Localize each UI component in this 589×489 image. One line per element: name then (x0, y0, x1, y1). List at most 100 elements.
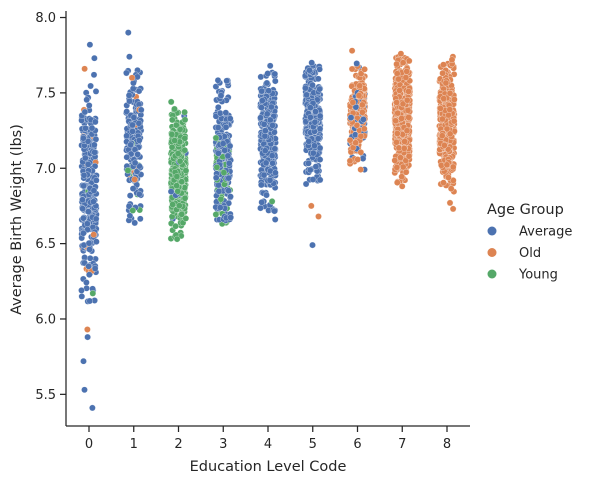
data-point-average (347, 114, 355, 121)
data-point-average (134, 73, 141, 81)
data-point-average (79, 196, 86, 204)
legend-label: Young (518, 268, 558, 283)
data-point-old (391, 157, 399, 164)
data-point-young (213, 164, 221, 171)
data-point-average (302, 180, 310, 188)
data-point-average (126, 53, 133, 60)
data-point-young (168, 213, 176, 220)
data-point-young (124, 167, 132, 174)
x-tick-label: 2 (174, 437, 182, 452)
data-point-average (309, 176, 317, 183)
data-point-young (174, 188, 182, 195)
data-point-average (360, 116, 367, 123)
data-point-old (449, 163, 457, 171)
data-point-young (176, 126, 184, 133)
data-point-average (130, 114, 138, 121)
data-point-average (224, 152, 232, 160)
data-point-average (135, 87, 143, 95)
data-point-young (181, 108, 188, 116)
data-point-average (314, 135, 322, 142)
axes: 5.5 6.0 6.5 7.0 7.5 8.0 0 1 2 3 4 5 6 7 8 Education L… (9, 11, 470, 475)
data-point-average (215, 150, 222, 157)
data-point-old (440, 95, 447, 102)
data-point-old (81, 65, 88, 73)
data-point-average (316, 156, 324, 163)
data-point-average (263, 79, 271, 87)
data-point-average (125, 29, 132, 36)
data-point-average (307, 114, 314, 121)
data-point-average (78, 293, 86, 300)
data-point-average (315, 75, 322, 83)
data-point-average (306, 66, 313, 74)
data-point-old (348, 47, 356, 54)
data-point-average (135, 120, 143, 127)
data-point-young (178, 211, 185, 218)
data-point-old (128, 74, 136, 82)
data-point-old (357, 166, 364, 173)
data-point-young (182, 215, 190, 222)
data-point-old (403, 96, 411, 104)
data-point-average (316, 144, 324, 152)
data-point-average (214, 77, 222, 84)
data-point-young (181, 116, 189, 124)
data-point-old (399, 59, 407, 66)
data-point-old (440, 61, 447, 68)
data-point-average (263, 191, 270, 199)
data-point-old (398, 183, 406, 190)
data-point-old (405, 152, 413, 160)
data-point-average (126, 212, 134, 220)
data-point-average (86, 271, 93, 278)
y-tick-label: 6.5 (35, 237, 56, 252)
data-point-average (129, 121, 136, 129)
data-point-average (309, 241, 316, 249)
data-point-old (443, 125, 451, 133)
data-point-average (125, 202, 133, 210)
data-point-average (316, 112, 324, 120)
data-point-average (92, 215, 100, 223)
data-point-old (392, 117, 399, 125)
data-point-average (305, 138, 313, 145)
data-point-average (271, 145, 279, 153)
data-point-average (272, 77, 279, 85)
data-point-old (446, 90, 454, 97)
data-point-average (226, 115, 234, 122)
data-point-old (352, 139, 359, 147)
data-point-average (123, 69, 130, 77)
data-point-old (359, 109, 366, 116)
data-point-average (80, 134, 87, 142)
data-point-average (303, 91, 310, 99)
data-point-average (312, 163, 320, 170)
data-point-young (220, 169, 228, 176)
data-point-average (123, 153, 131, 161)
data-point-average (85, 239, 93, 247)
data-point-average (129, 128, 136, 135)
data-point-old (451, 96, 458, 103)
data-point-average (272, 169, 279, 177)
data-point-average (258, 87, 265, 95)
data-point-average (271, 216, 279, 223)
data-point-old (450, 177, 457, 184)
data-point-average (123, 132, 130, 140)
data-point-average (268, 103, 275, 111)
data-point-old (438, 132, 446, 139)
data-point-average (221, 147, 228, 154)
data-point-average (260, 121, 268, 128)
data-point-old (396, 87, 403, 94)
data-point-average (92, 136, 100, 143)
data-point-old (357, 149, 365, 156)
data-point-old (401, 138, 408, 145)
data-point-old (400, 145, 408, 152)
data-point-young (173, 235, 181, 243)
x-tick-label: 4 (264, 437, 272, 452)
data-point-old (349, 99, 357, 106)
data-point-average (305, 160, 312, 167)
data-point-young (176, 202, 183, 209)
data-point-average (223, 77, 230, 85)
y-axis-label: Average Birth Weight (lbs) (9, 124, 25, 315)
data-point-old (393, 99, 400, 106)
data-point-average (80, 172, 88, 179)
data-point-old (356, 82, 363, 90)
data-point-average (84, 138, 92, 145)
data-point-average (308, 59, 315, 66)
x-tick-label: 7 (398, 437, 406, 452)
